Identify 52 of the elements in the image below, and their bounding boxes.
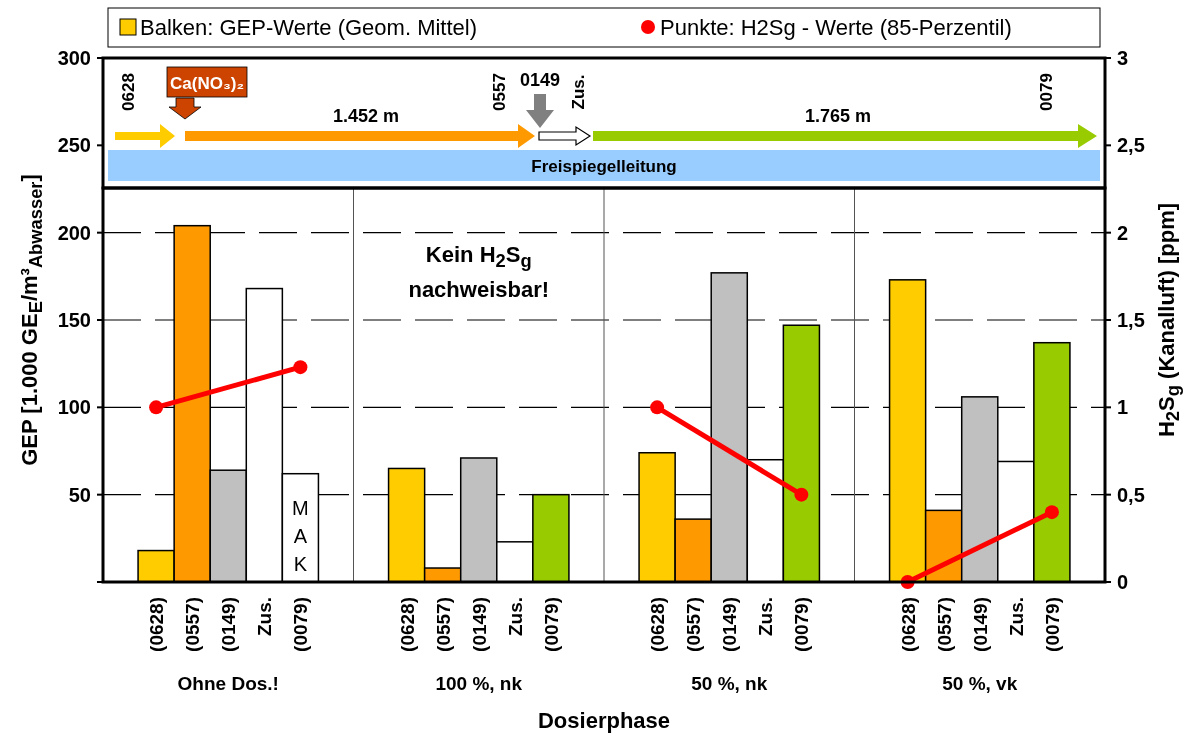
y2-tick-label: 2,5 [1117,134,1145,157]
annotation: Freispiegelleitung [531,157,677,176]
annotation: 1.765 m [804,106,872,126]
x-tick-label: Zus. [755,597,777,637]
x-tick-label: (0079) [290,597,312,652]
text: 50 %, vk [942,673,1018,694]
annotation: Zus. [569,74,588,110]
x-tick-label: (0079) [791,597,813,652]
y-tick-label: 100 [57,396,91,419]
annotation: MAK [292,497,309,575]
x-tick-label: (0557) [683,597,705,652]
x-tick-label: (0149) [218,597,240,652]
annotation: nachweisbar! [408,277,550,303]
annotation: 1.452 m [332,106,400,126]
annotation: 0079 [1037,73,1056,111]
annotation: 0557 [490,73,509,111]
y-tick-label: 250 [57,134,91,157]
x-tick-label: Zus. [254,597,276,637]
x-tick-label: (0149) [468,597,490,652]
x-tick-label: (0628) [396,597,418,652]
annotation: Ca(NO₃)₂ [170,74,244,93]
legend-label: Punkte: H2Sg - Werte (85-Perzentil) [660,15,1012,40]
annotation: Kein H$_{2}$S$_{g}$ [425,241,532,274]
text: 50 %, nk [691,673,768,694]
x-tick-label: (0628) [647,597,669,652]
y2-tick-label: 3 [1117,47,1129,69]
x-axis-title: Dosierphase [537,708,671,733]
x-tick-label: (0557) [432,597,454,652]
y2-tick-label: 0,5 [1117,483,1145,506]
y-tick-label: 50 [68,483,91,506]
y2-tick-label: 1,5 [1117,309,1145,331]
x-tick-label: (0079) [540,597,562,652]
y-tick-label: 200 [57,221,91,244]
y-tick-label: 300 [57,47,91,69]
annotation: 0149 [519,70,561,90]
legend-label: Balken: GEP-Werte (Geom. Mittel) [140,15,478,40]
y2-tick-label: 2 [1117,221,1129,244]
x-tick-label: Zus. [1005,597,1027,637]
x-tick-label: Zus. [504,597,526,637]
x-tick-label: (0628) [897,597,919,652]
y-tick-label: 150 [57,309,91,331]
x-tick-label: (0557) [182,597,204,652]
text: Ohne Dos.! [177,673,279,694]
x-tick-label: (0149) [969,597,991,652]
x-tick-label: (0557) [933,597,955,652]
x-tick-label: (0628) [146,597,168,652]
x-tick-label: (0079) [1041,597,1063,652]
y2-tick-label: 0 [1117,571,1129,593]
annotation: 0628 [119,73,138,111]
y2-tick-label: 1 [1117,396,1129,419]
text: 100 %, nk [435,673,523,694]
x-tick-label: (0149) [719,597,741,652]
